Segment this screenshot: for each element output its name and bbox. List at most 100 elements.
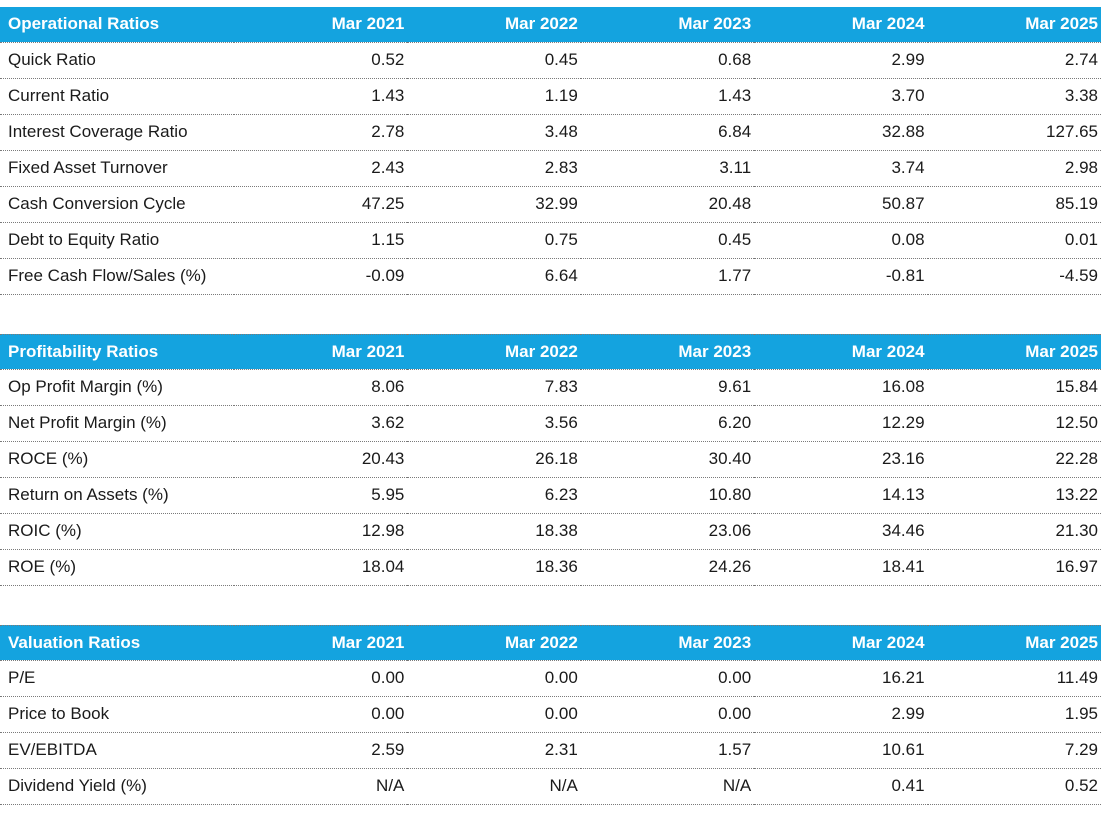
column-header-mar-2025: Mar 2025	[927, 333, 1101, 370]
value-cell: -0.09	[234, 258, 408, 295]
table-title-profitability-ratios: Profitability Ratios	[0, 333, 234, 370]
table-row: Debt to Equity Ratio 1.15 0.75 0.45 0.08 0.01	[0, 222, 1101, 259]
table-row: Op Profit Margin (%) 8.06 7.83 9.61 16.08 15.…	[0, 369, 1101, 406]
value-cell: 13.22	[927, 477, 1101, 514]
value-cell: 3.74	[754, 150, 928, 187]
row-label-debt-to-equity-ratio: Debt to Equity Ratio	[0, 222, 234, 259]
value-cell: 32.99	[407, 186, 581, 223]
table-row: Current Ratio 1.43 1.19 1.43 3.70 3.38	[0, 78, 1101, 115]
value-cell: 0.52	[927, 768, 1101, 805]
column-header-mar-2022: Mar 2022	[407, 624, 581, 661]
value-cell: 21.30	[927, 513, 1101, 550]
table-profitability-ratios: Profitability Ratios Mar 2021 Mar 2022 Mar …	[0, 333, 1101, 586]
value-cell: 1.77	[580, 258, 755, 295]
value-cell: 10.80	[580, 477, 755, 514]
value-cell: 12.50	[927, 405, 1101, 442]
value-cell: 11.49	[927, 660, 1101, 697]
value-cell: 18.04	[234, 549, 408, 586]
table-row: ROE (%) 18.04 18.36 24.26 18.41 16.97	[0, 549, 1101, 586]
value-cell: 2.99	[754, 42, 928, 79]
table-row: Return on Assets (%) 5.95 6.23 10.80 14.13 13…	[0, 477, 1101, 514]
table-row: EV/EBITDA 2.59 2.31 1.57 10.61 7.29	[0, 732, 1101, 769]
value-cell: 3.38	[927, 78, 1101, 115]
value-cell: 16.08	[754, 369, 928, 406]
table-row: Quick Ratio 0.52 0.45 0.68 2.99 2.74	[0, 42, 1101, 79]
value-cell: 0.00	[407, 696, 581, 733]
column-header-mar-2025: Mar 2025	[927, 7, 1101, 43]
column-header-mar-2023: Mar 2023	[580, 7, 755, 43]
column-header-mar-2025: Mar 2025	[927, 624, 1101, 661]
table-row: Interest Coverage Ratio 2.78 3.48 6.84 32.88…	[0, 114, 1101, 151]
value-cell: 0.45	[407, 42, 581, 79]
value-cell: 5.95	[234, 477, 408, 514]
row-label-cash-conversion-cycle: Cash Conversion Cycle	[0, 186, 234, 223]
value-cell: 85.19	[927, 186, 1101, 223]
value-cell: 6.84	[580, 114, 755, 151]
value-cell: 0.45	[580, 222, 755, 259]
row-label-price-to-book: Price to Book	[0, 696, 234, 733]
value-cell: N/A	[407, 768, 581, 805]
value-cell: 1.43	[234, 78, 408, 115]
value-cell: 18.41	[754, 549, 928, 586]
value-cell: 34.46	[754, 513, 928, 550]
value-cell: 30.40	[580, 441, 755, 478]
value-cell: 23.16	[754, 441, 928, 478]
value-cell: 127.65	[927, 114, 1101, 151]
value-cell: -4.59	[927, 258, 1101, 295]
value-cell: 9.61	[580, 369, 755, 406]
column-header-mar-2023: Mar 2023	[580, 333, 755, 370]
table-operational-ratios: Operational Ratios Mar 2021 Mar 2022 Mar 20…	[0, 7, 1101, 295]
table-row: P/E 0.00 0.00 0.00 16.21 11.49	[0, 660, 1101, 697]
value-cell: 32.88	[754, 114, 928, 151]
value-cell: 16.21	[754, 660, 928, 697]
header-row: Operational Ratios Mar 2021 Mar 2022 Mar 20…	[0, 7, 1101, 43]
value-cell: 0.08	[754, 222, 928, 259]
value-cell: 3.48	[407, 114, 581, 151]
column-header-mar-2022: Mar 2022	[407, 7, 581, 43]
value-cell: 20.48	[580, 186, 755, 223]
row-label-roce: ROCE (%)	[0, 441, 234, 478]
ratios-report: Operational Ratios Mar 2021 Mar 2022 Mar 20…	[0, 7, 1101, 805]
value-cell: 7.29	[927, 732, 1101, 769]
value-cell: 1.15	[234, 222, 408, 259]
row-label-ev-ebitda: EV/EBITDA	[0, 732, 234, 769]
header-row: Profitability Ratios Mar 2021 Mar 2022 Mar …	[0, 333, 1101, 370]
value-cell: 16.97	[927, 549, 1101, 586]
row-label-interest-coverage-ratio: Interest Coverage Ratio	[0, 114, 234, 151]
value-cell: N/A	[234, 768, 408, 805]
value-cell: 8.06	[234, 369, 408, 406]
value-cell: 1.57	[580, 732, 755, 769]
header-row: Valuation Ratios Mar 2021 Mar 2022 Mar 2023…	[0, 624, 1101, 661]
value-cell: 6.23	[407, 477, 581, 514]
row-label-roe: ROE (%)	[0, 549, 234, 586]
value-cell: 2.98	[927, 150, 1101, 187]
table-title-operational-ratios: Operational Ratios	[0, 7, 234, 43]
row-label-dividend-yield: Dividend Yield (%)	[0, 768, 234, 805]
table-valuation-ratios: Valuation Ratios Mar 2021 Mar 2022 Mar 2023…	[0, 624, 1101, 805]
table-row: Free Cash Flow/Sales (%) -0.09 6.64 1.77 -0.…	[0, 258, 1101, 295]
table-title-valuation-ratios: Valuation Ratios	[0, 624, 234, 661]
value-cell: 12.29	[754, 405, 928, 442]
value-cell: 0.68	[580, 42, 755, 79]
column-header-mar-2022: Mar 2022	[407, 333, 581, 370]
table-row: Price to Book 0.00 0.00 0.00 2.99 1.95	[0, 696, 1101, 733]
column-header-mar-2021: Mar 2021	[234, 333, 408, 370]
value-cell: 3.62	[234, 405, 408, 442]
value-cell: 0.00	[580, 660, 755, 697]
value-cell: 2.31	[407, 732, 581, 769]
row-label-fixed-asset-turnover: Fixed Asset Turnover	[0, 150, 234, 187]
row-label-p-e: P/E	[0, 660, 234, 697]
column-header-mar-2024: Mar 2024	[754, 7, 928, 43]
table-row: Dividend Yield (%) N/A N/A N/A 0.41 0.52	[0, 768, 1101, 805]
row-label-free-cash-flow-sales: Free Cash Flow/Sales (%)	[0, 258, 234, 295]
value-cell: 1.43	[580, 78, 755, 115]
value-cell: 2.83	[407, 150, 581, 187]
table-row: Fixed Asset Turnover 2.43 2.83 3.11 3.74 2.98	[0, 150, 1101, 187]
row-label-return-on-assets: Return on Assets (%)	[0, 477, 234, 514]
value-cell: 0.01	[927, 222, 1101, 259]
value-cell: 10.61	[754, 732, 928, 769]
column-header-mar-2024: Mar 2024	[754, 333, 928, 370]
value-cell: 0.00	[580, 696, 755, 733]
value-cell: 50.87	[754, 186, 928, 223]
value-cell: 3.70	[754, 78, 928, 115]
